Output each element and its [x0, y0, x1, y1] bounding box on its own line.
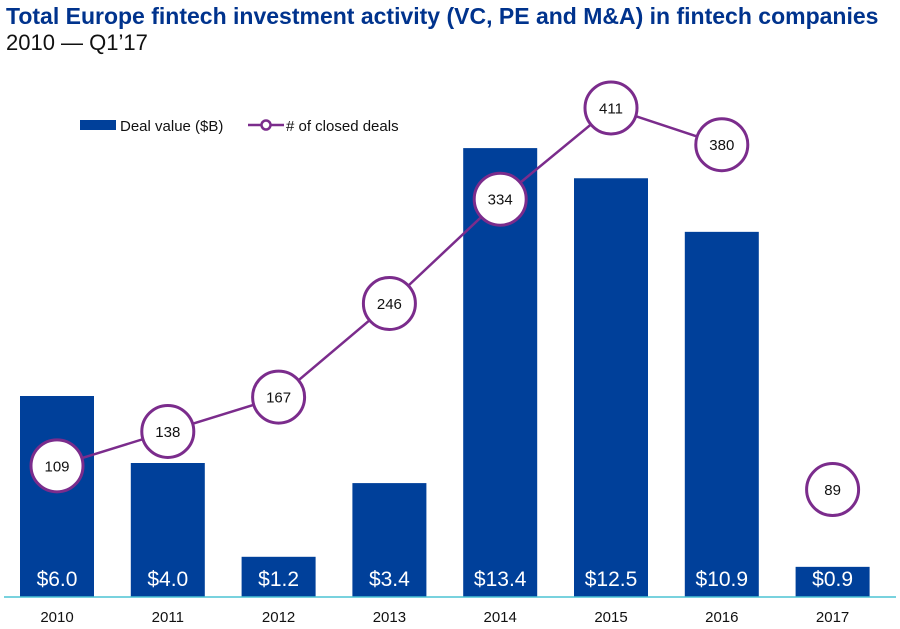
- deals-marker-2012: [251, 369, 307, 425]
- legend: Deal value ($B) # of closed deals: [80, 118, 399, 135]
- deals-marker-2015: [583, 80, 639, 136]
- bar-2010: [20, 396, 94, 597]
- bar-label-2014: $13.4: [474, 568, 527, 591]
- bar-2012: [241, 556, 316, 597]
- x-tick-2014: 2014: [484, 609, 517, 626]
- chart-title: Total Europe fintech investment activity…: [6, 3, 879, 29]
- bar-label-2010: $6.0: [37, 568, 78, 591]
- deals-marker-2011: [140, 403, 196, 459]
- bar-label-2017: $0.9: [812, 568, 853, 591]
- deals-label-2010: 109: [44, 458, 69, 475]
- bar-2015: [574, 178, 648, 597]
- bar-2016: [684, 231, 759, 597]
- legend-line-marker: [260, 119, 272, 131]
- bar-label-2016: $10.9: [696, 568, 749, 591]
- bar-label-2011: $4.0: [147, 568, 188, 591]
- legend-bar-swatch: [80, 120, 116, 130]
- chart-subtitle: 2010 — Q1’17: [6, 30, 148, 55]
- bar-2011: [130, 463, 205, 597]
- bar-label-2013: $3.4: [369, 568, 410, 591]
- x-tick-2012: 2012: [262, 609, 295, 626]
- deals-marker-2014: [472, 171, 528, 227]
- bar-2013: [352, 483, 427, 597]
- legend-line-label: # of closed deals: [286, 118, 399, 135]
- deals-label-2017: 89: [824, 482, 841, 499]
- bar-label-2015: $12.5: [585, 568, 638, 591]
- x-tick-2015: 2015: [594, 609, 627, 626]
- x-tick-2016: 2016: [705, 609, 738, 626]
- deals-marker-2016: [694, 117, 750, 173]
- deals-marker-2010: [29, 438, 85, 494]
- deals-label-2016: 380: [709, 137, 734, 154]
- x-tick-2011: 2011: [152, 609, 184, 626]
- x-tick-2010: 2010: [40, 609, 73, 626]
- deals-label-2014: 334: [488, 192, 513, 209]
- x-tick-2013: 2013: [373, 609, 406, 626]
- deals-label-2012: 167: [266, 390, 291, 407]
- bar-label-2012: $1.2: [258, 568, 299, 591]
- deals-label-2011: 138: [155, 424, 180, 441]
- deals-marker-2013: [361, 275, 417, 331]
- bar-2017: [795, 566, 870, 597]
- x-tick-2017: 2017: [816, 609, 849, 626]
- legend-bar-label: Deal value ($B): [120, 118, 223, 135]
- deals-marker-2017: [805, 462, 861, 518]
- deals-label-2015: 411: [599, 100, 623, 117]
- deals-label-2013: 246: [377, 296, 402, 313]
